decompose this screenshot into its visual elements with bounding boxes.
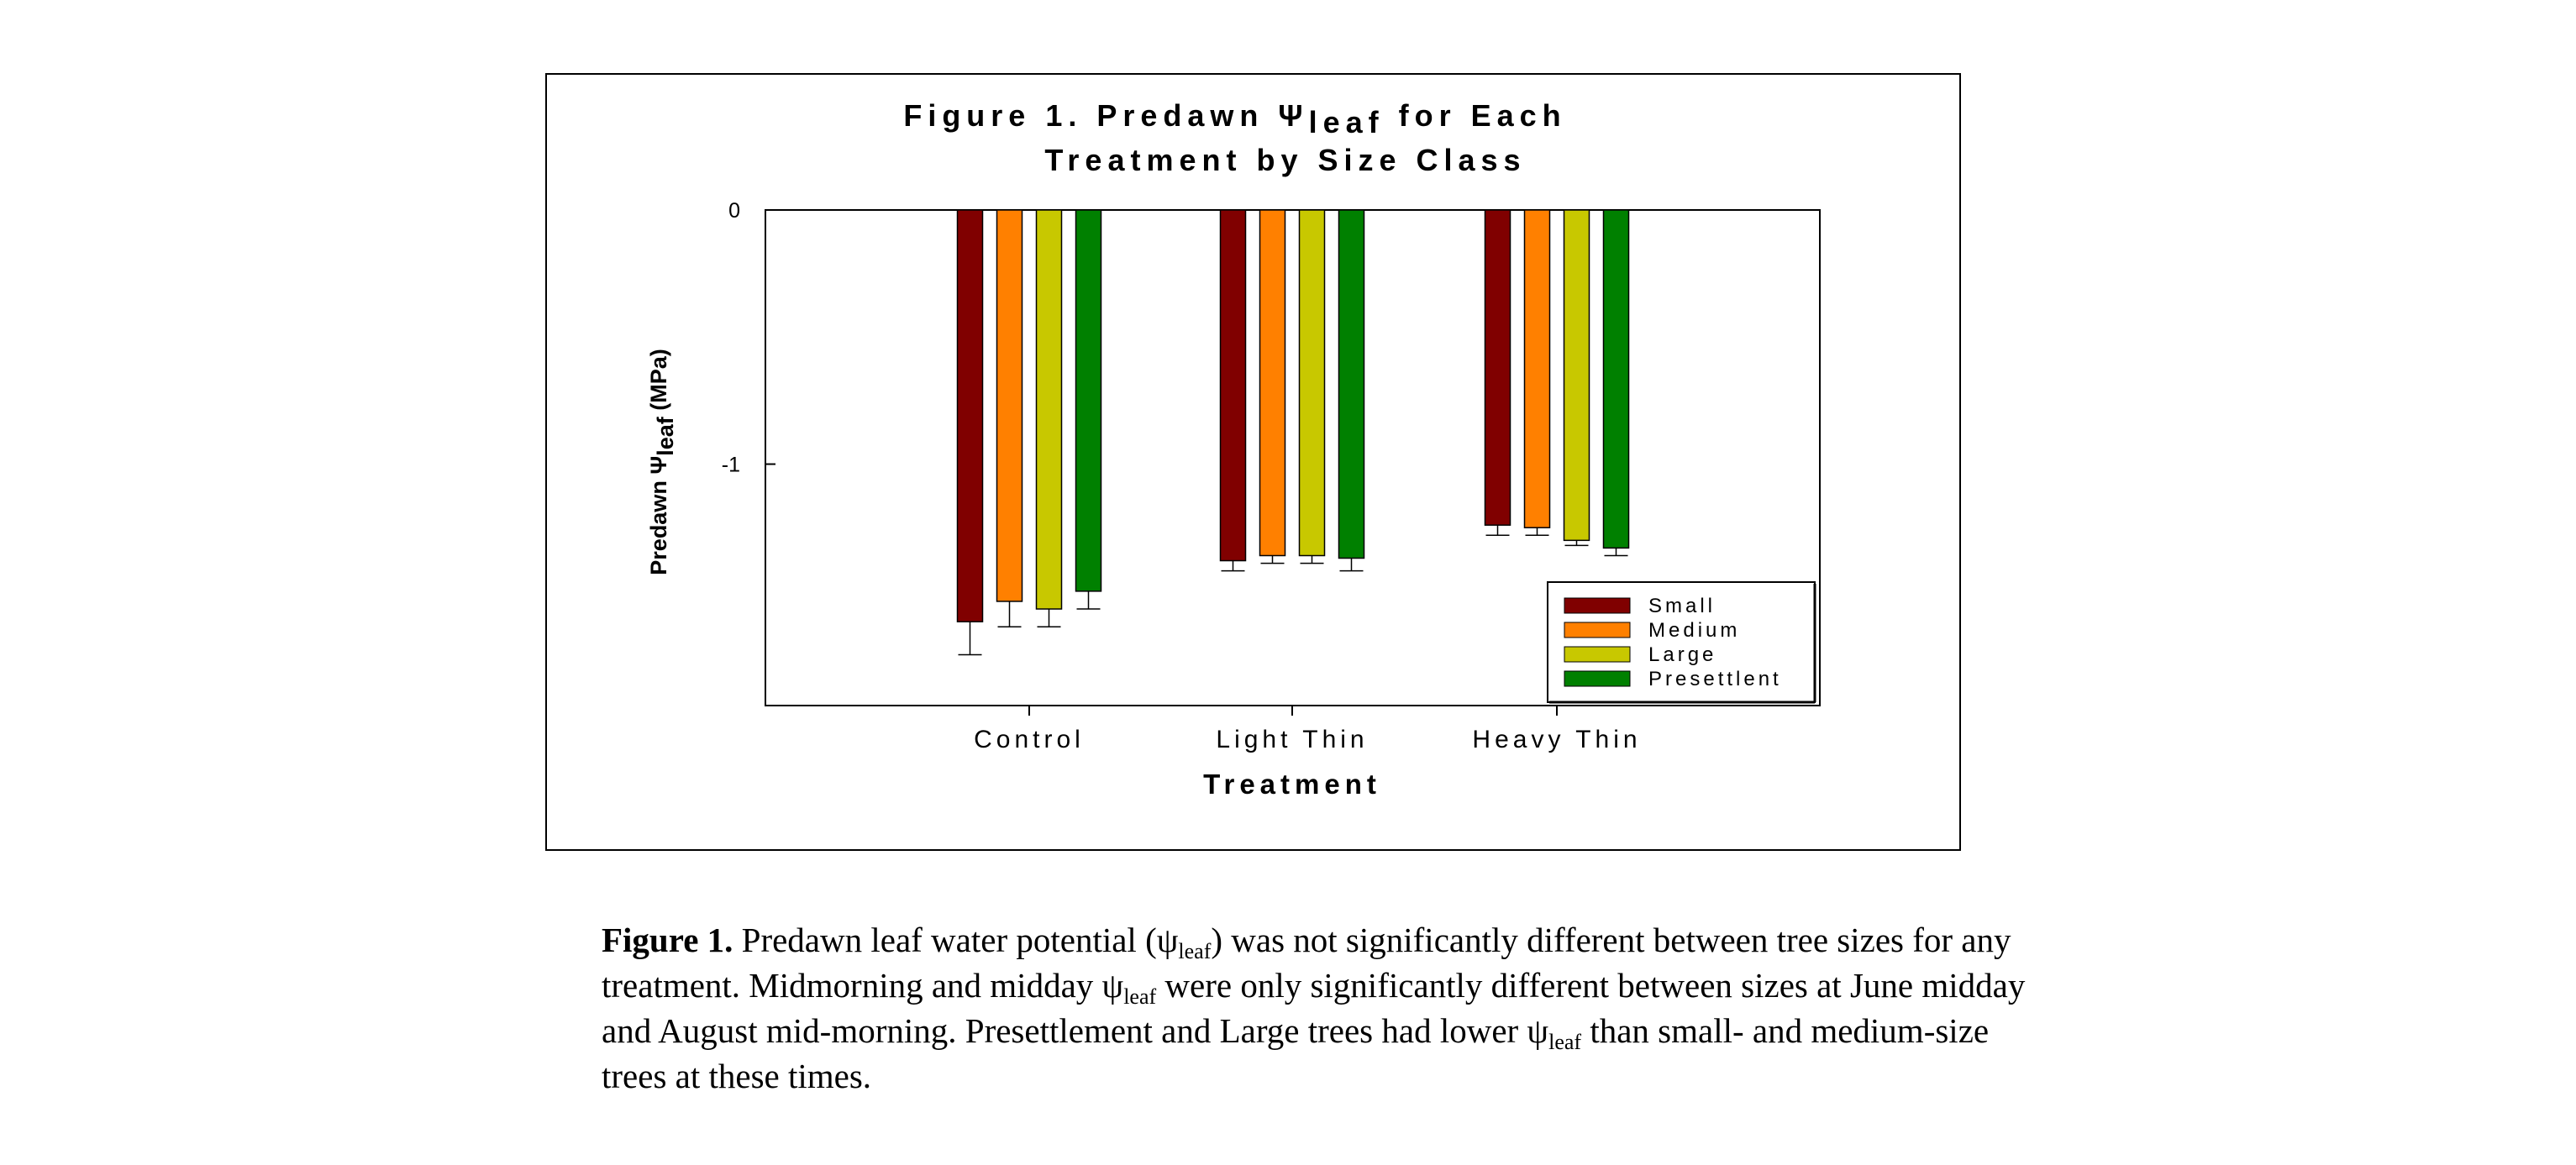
legend-label: Small bbox=[1648, 595, 1716, 617]
legend-swatch-large bbox=[1564, 646, 1631, 663]
x-axis-ticks: Control Light Thin Heavy Thin bbox=[974, 706, 1641, 753]
figure-border bbox=[545, 73, 1961, 851]
legend-swatch-medium bbox=[1564, 622, 1631, 638]
bar-large-control bbox=[1035, 209, 1063, 610]
bar-large-light-thin bbox=[1298, 209, 1326, 557]
x-tick-label: Control bbox=[974, 726, 1085, 753]
x-axis-label: Treatment bbox=[1203, 769, 1381, 800]
legend-swatch-presettlent bbox=[1564, 670, 1631, 687]
y-axis-label: Predawn Ψleaf (MPa) bbox=[646, 349, 678, 575]
legend-label: Medium bbox=[1648, 619, 1740, 642]
chart-title-line1: Figure 1. Predawn Ψleaf for Each bbox=[903, 98, 1566, 139]
bar-small-control bbox=[956, 209, 984, 622]
figure-caption: Figure 1. Predawn leaf water potential (… bbox=[602, 921, 2026, 1095]
bar-medium-heavy-thin bbox=[1523, 209, 1551, 528]
x-tick-label: Light Thin bbox=[1216, 726, 1368, 753]
psi-symbol: Ψ bbox=[1278, 98, 1308, 133]
legend-label: Presettlent bbox=[1648, 668, 1782, 690]
legend-swatch-small bbox=[1564, 597, 1631, 614]
bar-small-light-thin bbox=[1219, 209, 1247, 562]
bar-presettlent-light-thin bbox=[1338, 209, 1365, 559]
bars bbox=[956, 209, 1630, 656]
bar-presettlent-heavy-thin bbox=[1602, 209, 1630, 549]
bar-large-heavy-thin bbox=[1563, 209, 1590, 542]
bar-presettlent-control bbox=[1075, 209, 1102, 592]
y-axis-ticks: 0 -1 bbox=[722, 199, 775, 477]
title-subscript: leaf bbox=[1309, 105, 1385, 139]
legend-label: Large bbox=[1648, 643, 1716, 666]
ylabel-subscript: leaf bbox=[653, 416, 678, 456]
chart-title-line2: Treatment by Size Class bbox=[1044, 143, 1526, 177]
x-tick-label: Heavy Thin bbox=[1472, 726, 1641, 753]
caption-label: Figure 1. bbox=[602, 921, 733, 959]
bar-medium-light-thin bbox=[1259, 209, 1286, 557]
y-tick-label: -1 bbox=[722, 454, 740, 477]
bar-medium-control bbox=[996, 209, 1023, 602]
y-tick-label: 0 bbox=[728, 199, 740, 223]
bar-small-heavy-thin bbox=[1484, 209, 1511, 526]
psi-symbol: Ψ bbox=[646, 456, 671, 475]
